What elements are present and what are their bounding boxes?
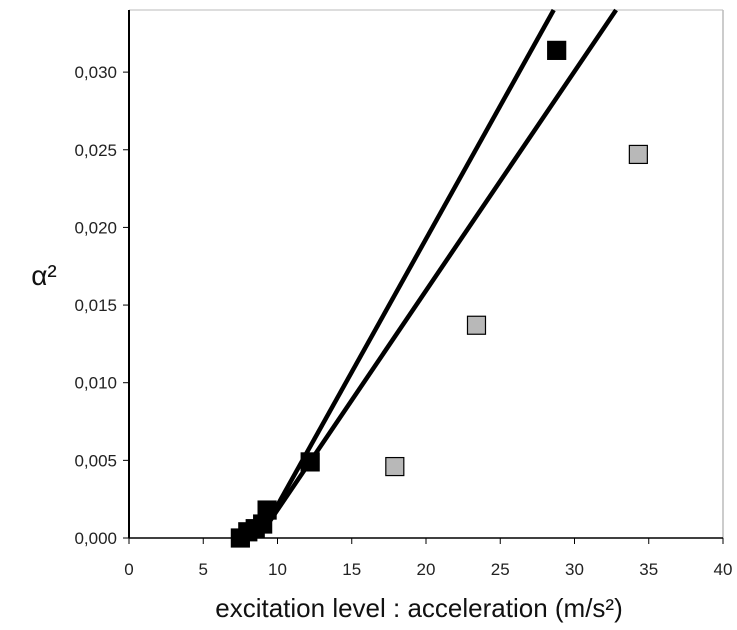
x-tick-label: 35 (639, 560, 658, 579)
x-axis-title: excitation level : acceleration (m/s²) (215, 593, 622, 623)
fit-lines (260, 8, 618, 534)
data-point (385, 456, 405, 477)
y-tick-label: 0,025 (74, 141, 117, 160)
x-tick-label: 15 (342, 560, 361, 579)
data-point (466, 315, 487, 335)
y-tick-label: 0,020 (74, 218, 117, 237)
data-points (230, 40, 648, 548)
data-point (547, 40, 567, 60)
x-tick-label: 10 (268, 560, 287, 579)
x-tick-label: 5 (199, 560, 208, 579)
y-tick-label: 0,030 (74, 63, 117, 82)
plot-frame (128, 9, 724, 539)
y-tick-label: 0,000 (74, 529, 117, 548)
x-tick-label: 0 (124, 560, 133, 579)
x-tick-label: 40 (714, 560, 733, 579)
y-tick-label: 0,005 (74, 451, 117, 470)
data-point (628, 144, 648, 165)
data-point (257, 500, 277, 520)
y-tick-label: 0,010 (74, 374, 117, 393)
data-point (300, 452, 320, 472)
x-tick-label: 30 (565, 560, 584, 579)
y-tick-label: 0,015 (74, 296, 117, 315)
y-axis-title: α² (31, 260, 57, 291)
x-axis-ticks: 0 5 10 15 20 25 30 35 40 (124, 538, 732, 579)
fit-line (260, 8, 618, 534)
x-tick-label: 25 (491, 560, 510, 579)
y-axis-ticks: 0,000 0,005 0,010 0,015 0,020 0,025 0,030 (74, 63, 129, 548)
fit-line (260, 8, 556, 533)
x-tick-label: 20 (417, 560, 436, 579)
